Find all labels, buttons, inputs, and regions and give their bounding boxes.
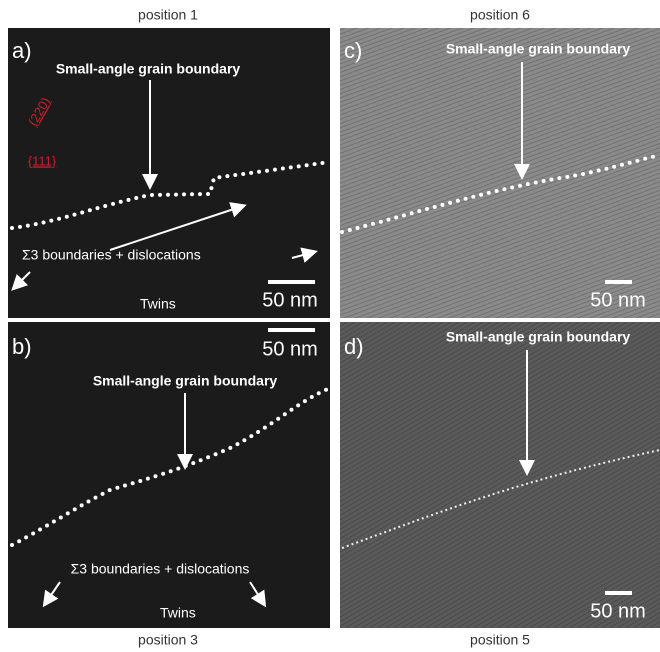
panel-d: position 5 d) Small-angle grain boundary… (340, 322, 660, 648)
annotation: Twins (140, 296, 176, 312)
micrograph (340, 28, 660, 318)
panel-letter: b) (12, 334, 32, 359)
panel-a: position 1 a) Small-angle grain boundary… (8, 7, 330, 318)
scale-label: 50 nm (590, 289, 646, 311)
panel-letter: c) (344, 38, 362, 63)
position-label: position 6 (470, 7, 530, 23)
scale-label: 50 nm (590, 600, 646, 622)
annotation: Small-angle grain boundary (93, 373, 278, 389)
annotation: Small-angle grain boundary (446, 41, 631, 57)
plane-label: {111} (28, 153, 57, 168)
annotation: Σ3 boundaries + dislocations (71, 561, 250, 577)
micrograph (8, 322, 330, 628)
panel-c: position 6 c) Small-angle grain boundary… (340, 7, 660, 318)
figure: position 1 a) Small-angle grain boundary… (0, 0, 660, 652)
scale-label: 50 nm (262, 338, 318, 360)
panel-letter: d) (344, 334, 364, 359)
position-label: position 3 (138, 632, 198, 648)
annotation: Small-angle grain boundary (446, 329, 631, 345)
position-label: position 1 (138, 7, 198, 23)
panel-letter: a) (12, 38, 32, 63)
panel-b: position 3 b) 50 nm Small-angle grain bo… (8, 322, 330, 648)
scale-label: 50 nm (262, 289, 318, 311)
annotation: Twins (160, 605, 196, 621)
annotation: Small-angle grain boundary (56, 61, 241, 77)
micrograph (340, 322, 660, 628)
position-label: position 5 (470, 632, 530, 648)
